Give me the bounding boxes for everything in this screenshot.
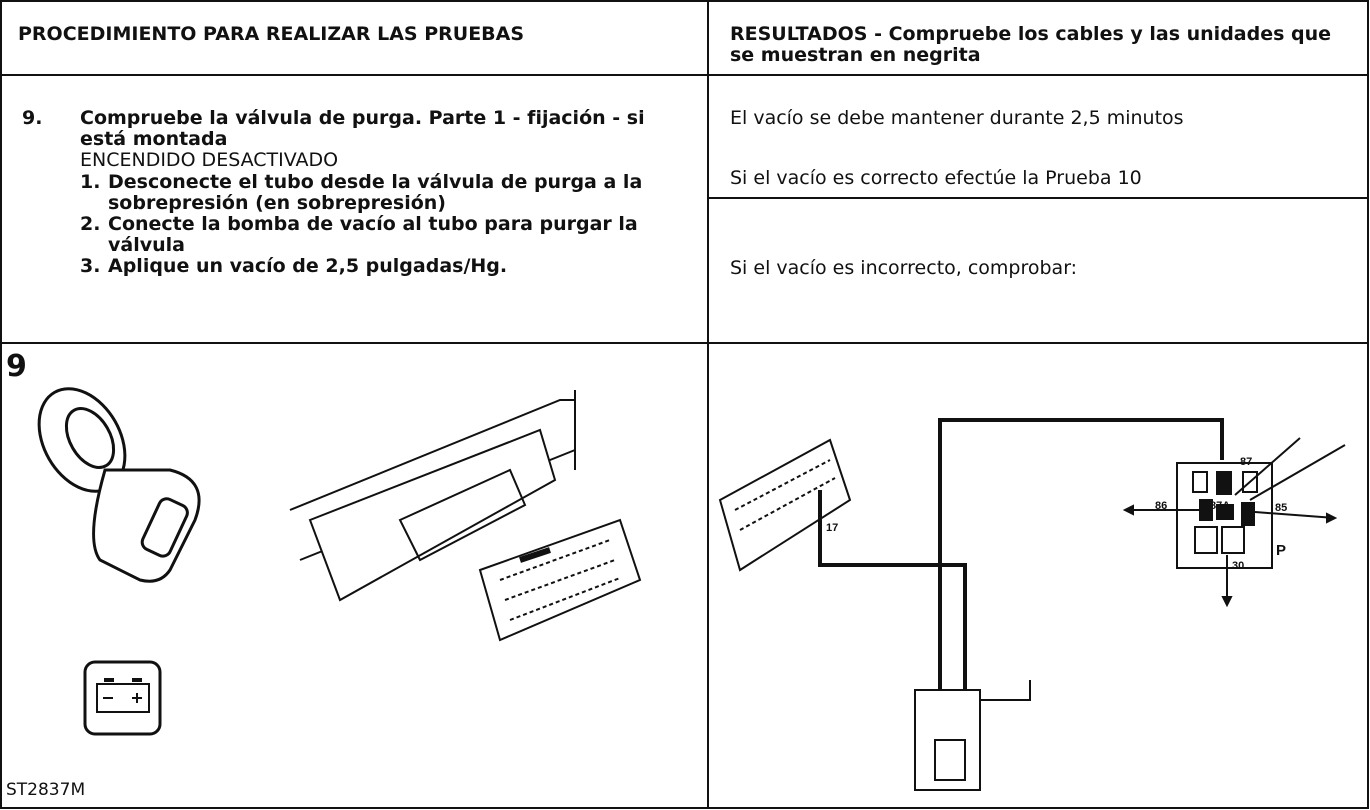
pin-label: 17 bbox=[826, 522, 839, 534]
step-condition: ENCENDIDO DESACTIVADO bbox=[80, 149, 339, 171]
header-right: RESULTADOS - Compruebe los cables y las … bbox=[730, 23, 1332, 66]
wiring-diagram bbox=[718, 418, 1346, 791]
ecu-connector bbox=[289, 390, 642, 642]
substep-text: Conecte la bomba de vacío al tubo para p… bbox=[108, 213, 638, 256]
result-line: Si el vacío es correcto efectúe la Prueb… bbox=[730, 167, 1142, 189]
substep-text: Aplique un vacío de 2,5 pulgadas/Hg. bbox=[108, 255, 508, 277]
pin-label: 87 bbox=[1240, 456, 1253, 468]
pin-label: 85 bbox=[1275, 502, 1288, 514]
step-title: Compruebe la válvula de purga. Parte 1 -… bbox=[80, 107, 645, 150]
step-number: 9. bbox=[22, 107, 43, 129]
result-line: El vacío se debe mantener durante 2,5 mi… bbox=[730, 107, 1184, 129]
pin-label: 30 bbox=[1232, 560, 1245, 572]
pin-label: 87A bbox=[1210, 500, 1231, 512]
substep-number: 1. bbox=[80, 171, 101, 193]
pin-label: 86 bbox=[1155, 500, 1168, 512]
key-icon bbox=[37, 387, 201, 583]
substep-number: 3. bbox=[80, 255, 101, 277]
battery-icon bbox=[83, 660, 162, 736]
figure-number: 9 bbox=[6, 349, 27, 384]
substep-text: Desconecte el tubo desde la válvula de p… bbox=[108, 171, 643, 214]
figure-reference: ST2837M bbox=[6, 780, 86, 800]
substep-number: 2. bbox=[80, 213, 101, 235]
pin-label: P bbox=[1276, 542, 1287, 559]
header-left: PROCEDIMIENTO PARA REALIZAR LAS PRUEBAS bbox=[18, 23, 525, 45]
result-line: Si el vacío es incorrecto, comprobar: bbox=[730, 257, 1078, 279]
